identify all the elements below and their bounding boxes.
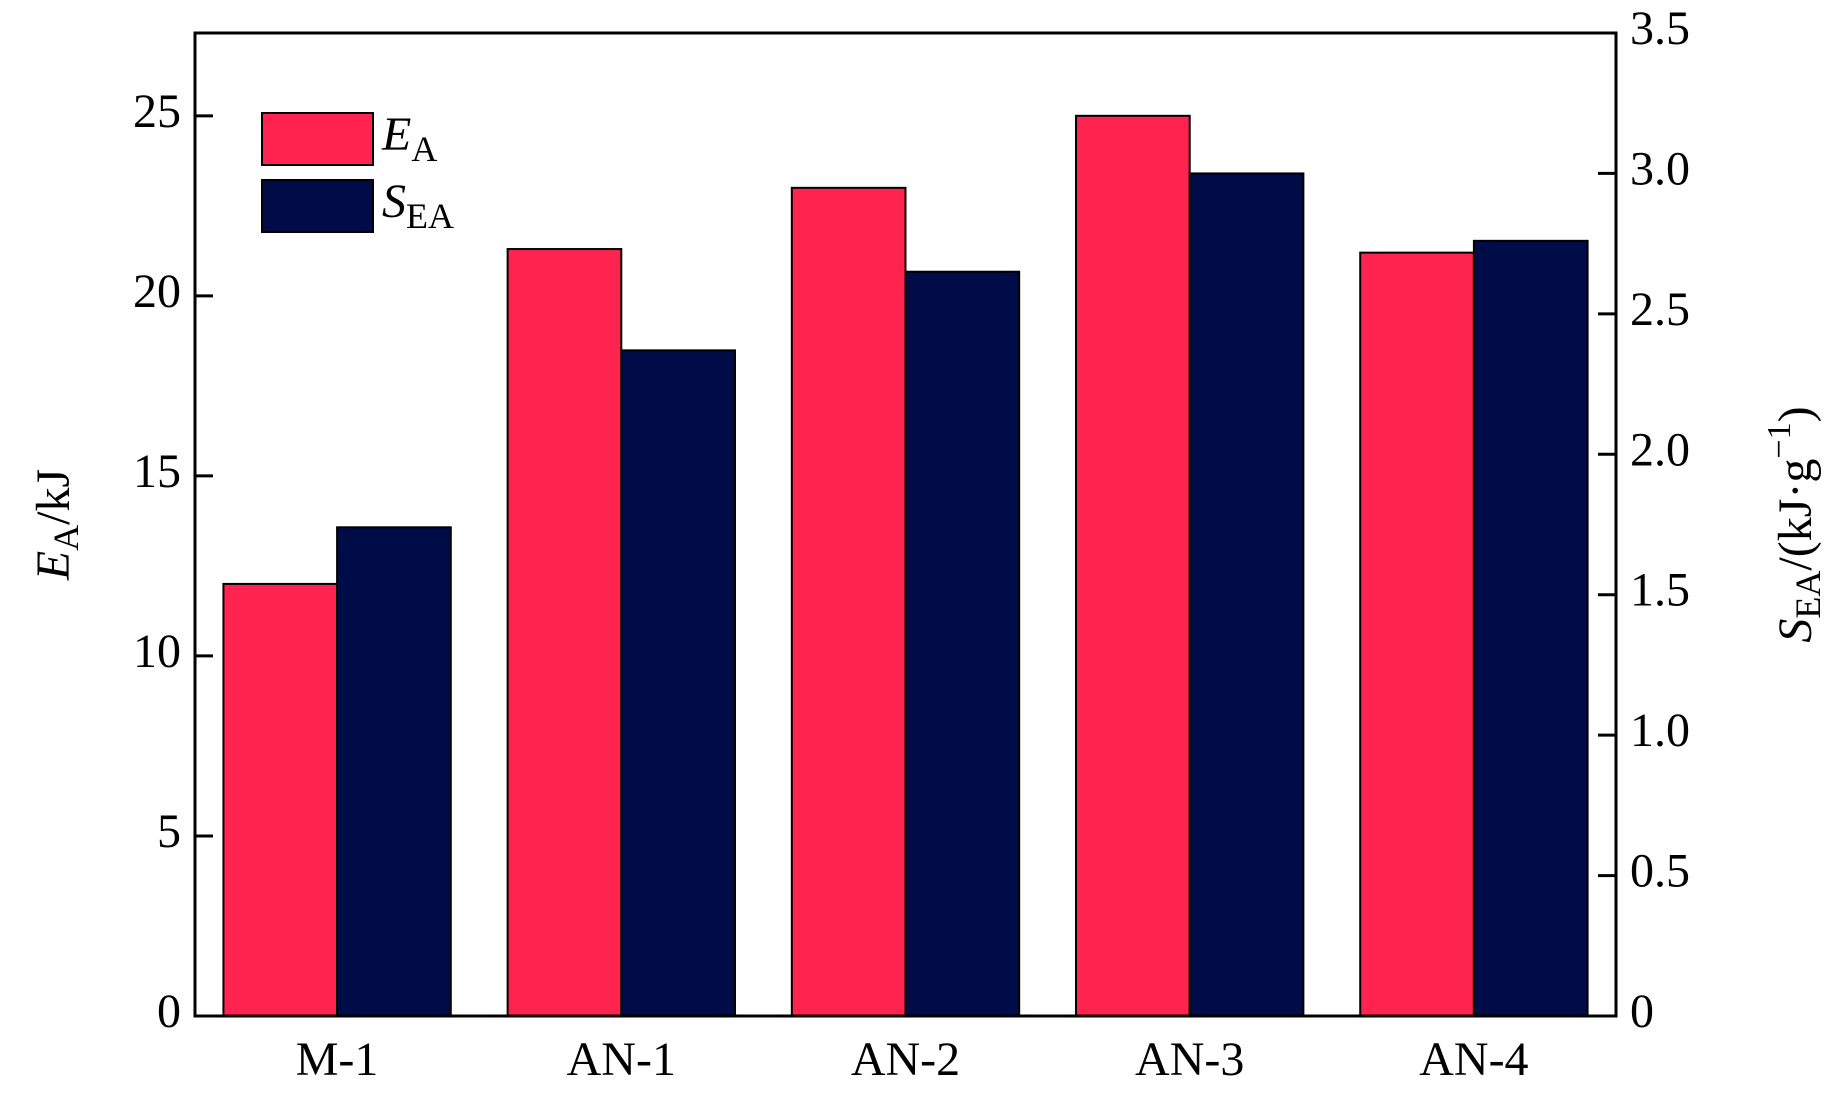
legend-label: SEA	[382, 175, 454, 236]
legend-name: E	[381, 108, 411, 161]
y-tick-label: 5	[157, 805, 181, 858]
y-axis-label: EA/kJ	[27, 469, 86, 581]
y-tick-label: 10	[133, 625, 181, 678]
x-tick-label: AN-4	[1419, 1033, 1528, 1086]
legend-name: S	[382, 175, 406, 228]
x-tick-label: AN-3	[1135, 1033, 1244, 1086]
x-tick-label: M-1	[296, 1033, 379, 1086]
legend-swatch	[261, 179, 374, 233]
y-tick-label: 0	[157, 985, 181, 1038]
legend-label: EA	[381, 108, 437, 169]
y-tick-label: 20	[133, 265, 181, 318]
bar	[790, 186, 907, 1018]
bar	[1188, 172, 1305, 1017]
y-label-sub: A	[46, 525, 86, 551]
bar	[1472, 239, 1589, 1017]
y-label-main: E	[27, 551, 80, 581]
bar	[904, 270, 1021, 1017]
bar	[222, 582, 339, 1018]
legend-name-sub: A	[411, 129, 437, 169]
y2-label-sup: −1	[1761, 422, 1798, 458]
bar	[1075, 114, 1191, 1018]
y2-tick-label: 3.0	[1630, 142, 1690, 195]
bar	[506, 248, 623, 1018]
y2-axis-label: SEA/(kJ·g−1)	[1761, 406, 1828, 642]
legend-swatch	[261, 112, 374, 166]
y2-tick-label: 1.0	[1630, 704, 1690, 757]
y2-tick-label: 0.5	[1630, 845, 1690, 898]
y2-label-end: )	[1769, 406, 1822, 422]
y2-tick-label: 2.0	[1630, 423, 1690, 476]
y2-label-sub: EA	[1788, 571, 1828, 619]
bar	[1359, 251, 1475, 1017]
y-label-rest: /kJ	[27, 469, 80, 525]
x-tick-label: AN-1	[567, 1033, 676, 1086]
y-tick-label: 25	[133, 85, 181, 138]
bar	[620, 349, 736, 1017]
y2-label-main: S	[1769, 619, 1822, 643]
bar	[336, 526, 452, 1018]
y2-tick-label: 2.5	[1630, 283, 1690, 336]
y2-tick-label: 3.5	[1630, 2, 1690, 55]
plot-frame	[193, 31, 1618, 1018]
y2-label-rest: /(kJ·g	[1769, 459, 1822, 571]
y-tick-label: 15	[133, 445, 181, 498]
y2-tick-label: 1.5	[1630, 564, 1690, 617]
x-tick-label: AN-2	[851, 1033, 960, 1086]
y2-tick-label: 0	[1630, 985, 1654, 1038]
legend-name-sub: EA	[406, 196, 454, 236]
